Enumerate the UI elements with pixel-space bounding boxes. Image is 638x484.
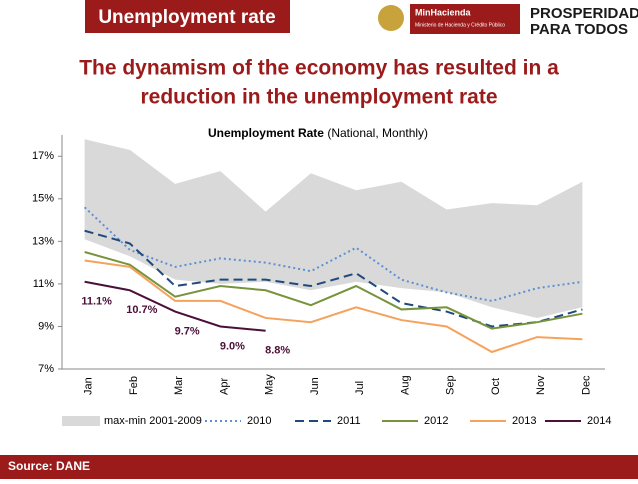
- footer-source: Source: DANE: [8, 459, 90, 473]
- range-area: [84, 139, 583, 318]
- legend-label: 2013: [512, 415, 536, 427]
- legend-label: 2010: [247, 415, 271, 427]
- y-tick-label: 9%: [38, 320, 54, 332]
- series-line: [84, 229, 583, 328]
- legend-label: 2012: [424, 415, 448, 427]
- logo1-name: MinHacienda: [415, 7, 472, 17]
- data-label: 9.7%: [175, 325, 200, 337]
- legend-label: 2014: [587, 415, 611, 427]
- header-box: [85, 0, 290, 33]
- headline-line2: reduction in the unemployment rate: [140, 86, 497, 109]
- y-tick-label: 13%: [32, 235, 54, 247]
- logo2-line2: PARA TODOS: [530, 21, 628, 38]
- x-tick-label: Dec: [580, 375, 592, 395]
- plot: 7% 9% 11% 13% 15% 17% Jan Feb Mar Apr May Jun Jul Aug…: [32, 135, 611, 427]
- logo-emblem: [378, 5, 404, 31]
- y-tick-label: 15%: [32, 193, 54, 205]
- y-tick-label: 7%: [38, 363, 54, 375]
- x-tick-label: Jul: [354, 381, 366, 395]
- data-label: 10.7%: [126, 304, 157, 316]
- legend-label: max-min 2001-2009: [104, 415, 202, 427]
- logo1-subtitle: Ministerio de Hacienda y Crédito Público: [415, 22, 505, 28]
- headline-line1: The dynamism of the economy has resulted…: [79, 57, 559, 80]
- series-line: [84, 251, 583, 330]
- x-tick-label: Apr: [218, 378, 230, 395]
- y-tick-label: 17%: [32, 150, 54, 162]
- header-title: Unemployment rate: [98, 7, 275, 28]
- series-line: [84, 259, 583, 354]
- x-tick-label: Mar: [173, 376, 185, 395]
- x-tick-label: May: [264, 374, 276, 395]
- data-label: 9.0%: [220, 340, 245, 352]
- series-line: [84, 280, 266, 332]
- chart-title-main: Unemployment Rate: [208, 126, 324, 140]
- footer-bar: [0, 455, 638, 479]
- x-tick-label: Aug: [399, 375, 411, 395]
- data-label: 8.8%: [265, 345, 290, 357]
- logo2-line1: PROSPERIDAD: [530, 5, 638, 22]
- chart-title: Unemployment Rate (National, Monthly): [208, 126, 428, 140]
- x-tick-label: Jan: [83, 377, 95, 395]
- x-tick-label: Sep: [445, 375, 457, 395]
- series-line: [83, 206, 583, 302]
- chart-subtitle: (National, Monthly): [327, 126, 428, 140]
- logo1-box: [410, 4, 520, 34]
- y-tick-label: 11%: [33, 278, 54, 290]
- x-tick-label: Jun: [309, 377, 321, 395]
- legend-swatch: [62, 416, 100, 426]
- x-tick-label: Feb: [128, 376, 140, 395]
- x-tick-label: Oct: [490, 378, 502, 395]
- data-label: 11.1%: [81, 296, 112, 308]
- legend-label: 2011: [337, 415, 361, 427]
- x-tick-label: Nov: [535, 375, 547, 395]
